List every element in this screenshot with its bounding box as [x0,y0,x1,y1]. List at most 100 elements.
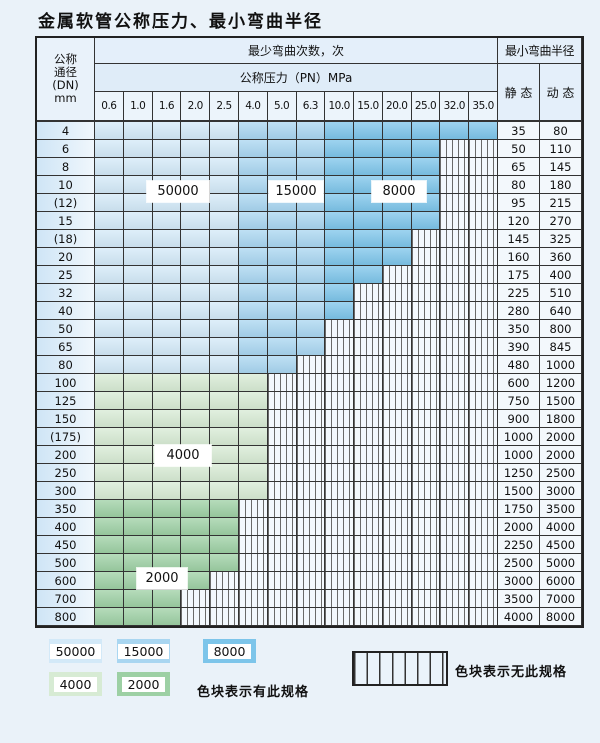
static-value-cell: 280 [498,302,540,320]
spec-cell-available [354,122,383,140]
legend-available-note: 色块表示有此规格 [197,685,310,700]
spec-cell-available [181,428,211,446]
spec-cell-available [152,248,182,266]
legend-swatch-8000: 8000 [203,639,256,663]
spec-cell-available [95,320,124,338]
spec-cell-available [95,284,124,302]
spec-cell-unavailable [440,608,470,626]
dn-cell: 350 [37,500,95,518]
dn-cell: 20 [37,248,95,266]
pressure-header-cell: 1.0 [123,92,153,122]
dn-cell: 50 [37,320,95,338]
spec-cell-unavailable [411,464,441,482]
spec-cell-available [152,518,182,536]
spec-cell-available [210,230,239,248]
spec-cell-unavailable [210,608,239,626]
spec-cell-available [152,374,182,392]
spec-cell-available [238,284,268,302]
spec-cell-available [181,410,211,428]
spec-cell-available [95,266,124,284]
spec-cell-available [267,266,297,284]
dn-cell: 150 [37,410,95,428]
spec-cell-available [210,482,239,500]
spec-cell-unavailable [267,536,297,554]
spec-cell-available [210,500,239,518]
spec-cell-available [123,122,153,140]
spec-cell-unavailable [382,536,412,554]
spec-cell-unavailable [354,554,383,572]
spec-cell-available [296,122,326,140]
spec-cell-unavailable [296,572,326,590]
spec-cell-available [123,482,153,500]
spec-cell-unavailable [325,446,355,464]
spec-cell-available [95,302,124,320]
header-dn-line: 公称 [54,52,77,66]
static-value-cell: 3500 [498,590,540,608]
dynamic-value-cell: 2000 [540,428,582,446]
dynamic-value-cell: 7000 [540,590,582,608]
spec-cell-available [181,518,211,536]
spec-cell-unavailable [411,608,441,626]
spec-cell-available [123,140,153,158]
spec-cell-available [152,608,182,626]
spec-cell-available [238,446,268,464]
dynamic-value-cell: 145 [540,158,582,176]
spec-cell-unavailable [411,554,441,572]
spec-cell-available [411,158,441,176]
spec-cell-unavailable [411,446,441,464]
dn-cell: 250 [37,464,95,482]
spec-cell-unavailable [469,194,498,212]
spec-cell-unavailable [354,536,383,554]
spec-cell-unavailable [440,410,470,428]
spec-cell-available [296,212,326,230]
header-pressure-title: 公称压力（PN）MPa [95,64,498,92]
static-value-cell: 2500 [498,554,540,572]
spec-cell-unavailable [296,500,326,518]
spec-cell-available [210,554,239,572]
spec-cell-available [267,158,297,176]
spec-cell-available [296,266,326,284]
spec-cell-unavailable [382,338,412,356]
spec-cell-unavailable [382,590,412,608]
spec-cell-available [382,122,412,140]
spec-cell-unavailable [354,590,383,608]
spec-cell-unavailable [354,356,383,374]
dynamic-value-cell: 1200 [540,374,582,392]
spec-cell-unavailable [469,302,498,320]
spec-cell-available [382,248,412,266]
spec-cell-unavailable [440,536,470,554]
spec-cell-unavailable [469,518,498,536]
spec-cell-unavailable [469,284,498,302]
spec-cell-unavailable [382,500,412,518]
spec-cell-unavailable [238,608,268,626]
spec-cell-unavailable [296,446,326,464]
spec-cell-unavailable [440,284,470,302]
spec-cell-available [210,428,239,446]
legend-swatch-value: 8000 [207,643,252,659]
spec-cell-unavailable [382,464,412,482]
spec-cell-available [296,320,326,338]
spec-cell-available [267,356,297,374]
spec-cell-available [382,140,412,158]
spec-cell-available [123,230,153,248]
spec-cell-available [181,140,211,158]
spec-cell-unavailable [440,248,470,266]
legend-swatch-value: 2000 [121,676,166,692]
spec-cell-available [123,464,153,482]
spec-cell-available [95,248,124,266]
legend-swatch-50000: 50000 [49,639,102,663]
spec-cell-available [95,122,124,140]
spec-cell-available [152,338,182,356]
spec-cell-available [181,482,211,500]
spec-cell-unavailable [325,572,355,590]
dn-cell: 500 [37,554,95,572]
spec-cell-available [123,410,153,428]
spec-cell-available [210,536,239,554]
dn-cell: 10 [37,176,95,194]
spec-cell-unavailable [440,374,470,392]
spec-cell-unavailable [267,446,297,464]
spec-cell-unavailable [296,464,326,482]
static-value-cell: 2000 [498,518,540,536]
dn-cell: 32 [37,284,95,302]
